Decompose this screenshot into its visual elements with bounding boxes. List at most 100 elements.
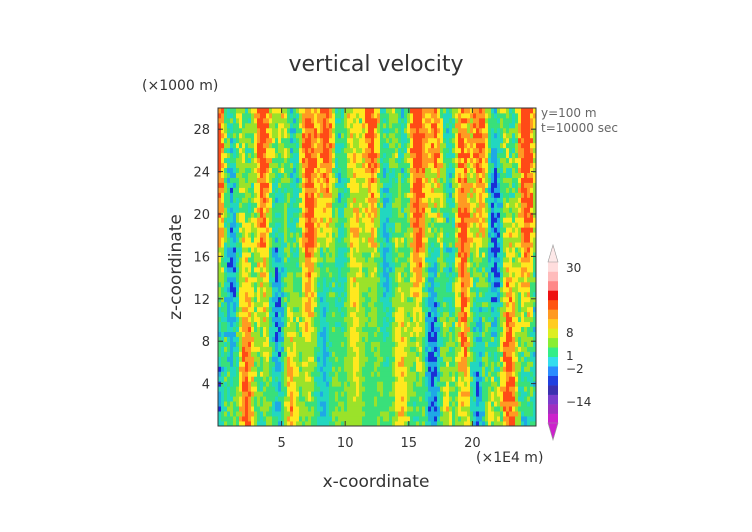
- heatmap-cell: [380, 252, 384, 258]
- heatmap-cell: [218, 371, 222, 377]
- heatmap-cell: [419, 356, 423, 362]
- heatmap-cell: [263, 286, 267, 293]
- heatmap-cell: [386, 361, 390, 367]
- heatmap-cell: [248, 162, 252, 169]
- heatmap-cell: [260, 416, 264, 422]
- heatmap-cell: [233, 406, 237, 412]
- heatmap-cell: [248, 376, 252, 382]
- heatmap-cell: [221, 137, 225, 144]
- heatmap-cell: [356, 411, 360, 417]
- heatmap-cell: [338, 232, 342, 238]
- heatmap-cell: [263, 271, 267, 278]
- heatmap-cell: [245, 276, 249, 283]
- heatmap-cell: [353, 202, 357, 208]
- heatmap-cell: [296, 152, 300, 159]
- heatmap-cell: [326, 172, 330, 178]
- heatmap-cell: [236, 346, 240, 352]
- heatmap-cell: [284, 252, 288, 258]
- heatmap-cell: [350, 346, 354, 352]
- heatmap-cell: [224, 117, 228, 124]
- heatmap-cell: [305, 152, 309, 159]
- heatmap-cell: [437, 152, 441, 159]
- heatmap-cell: [425, 207, 429, 213]
- heatmap-cell: [281, 157, 285, 164]
- heatmap-cell: [389, 197, 393, 203]
- heatmap-cell: [221, 271, 225, 278]
- heatmap-cell: [389, 108, 393, 114]
- heatmap-cell: [365, 212, 369, 218]
- heatmap-cell: [323, 147, 327, 154]
- heatmap-cell: [224, 167, 228, 173]
- heatmap-cell: [314, 276, 318, 283]
- heatmap-cell: [275, 306, 279, 313]
- heatmap-cell: [251, 132, 255, 139]
- heatmap-cell: [353, 112, 357, 119]
- heatmap-cell: [389, 276, 393, 283]
- heatmap-cell: [320, 296, 324, 303]
- heatmap-cell: [353, 406, 357, 412]
- heatmap-cell: [443, 391, 447, 397]
- heatmap-cell: [320, 316, 324, 323]
- heatmap-cell: [278, 237, 282, 243]
- heatmap-cell: [266, 396, 270, 402]
- heatmap-cell: [245, 242, 249, 248]
- heatmap-cell: [431, 276, 435, 283]
- heatmap-cell: [407, 227, 411, 233]
- heatmap-cell: [299, 237, 303, 243]
- heatmap-cell: [266, 122, 270, 129]
- heatmap-cell: [416, 152, 420, 159]
- heatmap-cell: [266, 257, 270, 263]
- heatmap-cell: [311, 391, 315, 397]
- heatmap-cell: [242, 326, 246, 332]
- heatmap-cell: [434, 346, 438, 352]
- heatmap-cell: [419, 376, 423, 382]
- heatmap-cell: [449, 331, 453, 337]
- heatmap-cell: [398, 247, 402, 253]
- heatmap-cell: [308, 197, 312, 203]
- heatmap-cell: [383, 232, 387, 238]
- heatmap-cell: [290, 386, 294, 392]
- heatmap-cell: [326, 406, 330, 412]
- heatmap-cell: [326, 247, 330, 253]
- heatmap-cell: [230, 336, 234, 342]
- heatmap-cell: [284, 122, 288, 129]
- heatmap-cell: [278, 152, 282, 159]
- heatmap-cell: [320, 311, 324, 318]
- heatmap-cell: [224, 296, 228, 303]
- heatmap-cell: [296, 311, 300, 318]
- heatmap-cell: [329, 416, 333, 422]
- heatmap-cell: [311, 416, 315, 422]
- heatmap-cell: [272, 406, 276, 412]
- heatmap-cell: [311, 351, 315, 357]
- heatmap-cell: [392, 252, 396, 258]
- heatmap-cell: [260, 286, 264, 293]
- heatmap-cell: [314, 316, 318, 323]
- heatmap-cell: [230, 172, 234, 178]
- heatmap-cell: [326, 336, 330, 342]
- heatmap-cell: [293, 406, 297, 412]
- heatmap-cell: [410, 276, 414, 283]
- heatmap-cell: [401, 311, 405, 318]
- heatmap-cell: [422, 172, 426, 178]
- heatmap-cell: [449, 336, 453, 342]
- heatmap-cell: [371, 147, 375, 154]
- heatmap-cell: [230, 281, 234, 288]
- heatmap-cell: [416, 356, 420, 362]
- heatmap-cell: [380, 391, 384, 397]
- heatmap-cell: [248, 386, 252, 392]
- heatmap-cell: [338, 306, 342, 313]
- heatmap-cell: [284, 406, 288, 412]
- heatmap-cell: [395, 142, 399, 149]
- heatmap-cell: [446, 421, 450, 427]
- heatmap-cell: [236, 167, 240, 173]
- heatmap-cell: [281, 341, 285, 347]
- heatmap-cell: [245, 132, 249, 139]
- heatmap-cell: [392, 416, 396, 422]
- heatmap-cell: [335, 371, 339, 377]
- heatmap-cell: [374, 341, 378, 347]
- heatmap-cell: [236, 416, 240, 422]
- heatmap-cell: [278, 361, 282, 367]
- heatmap-cell: [371, 406, 375, 412]
- heatmap-cell: [353, 286, 357, 293]
- heatmap-cell: [227, 142, 231, 149]
